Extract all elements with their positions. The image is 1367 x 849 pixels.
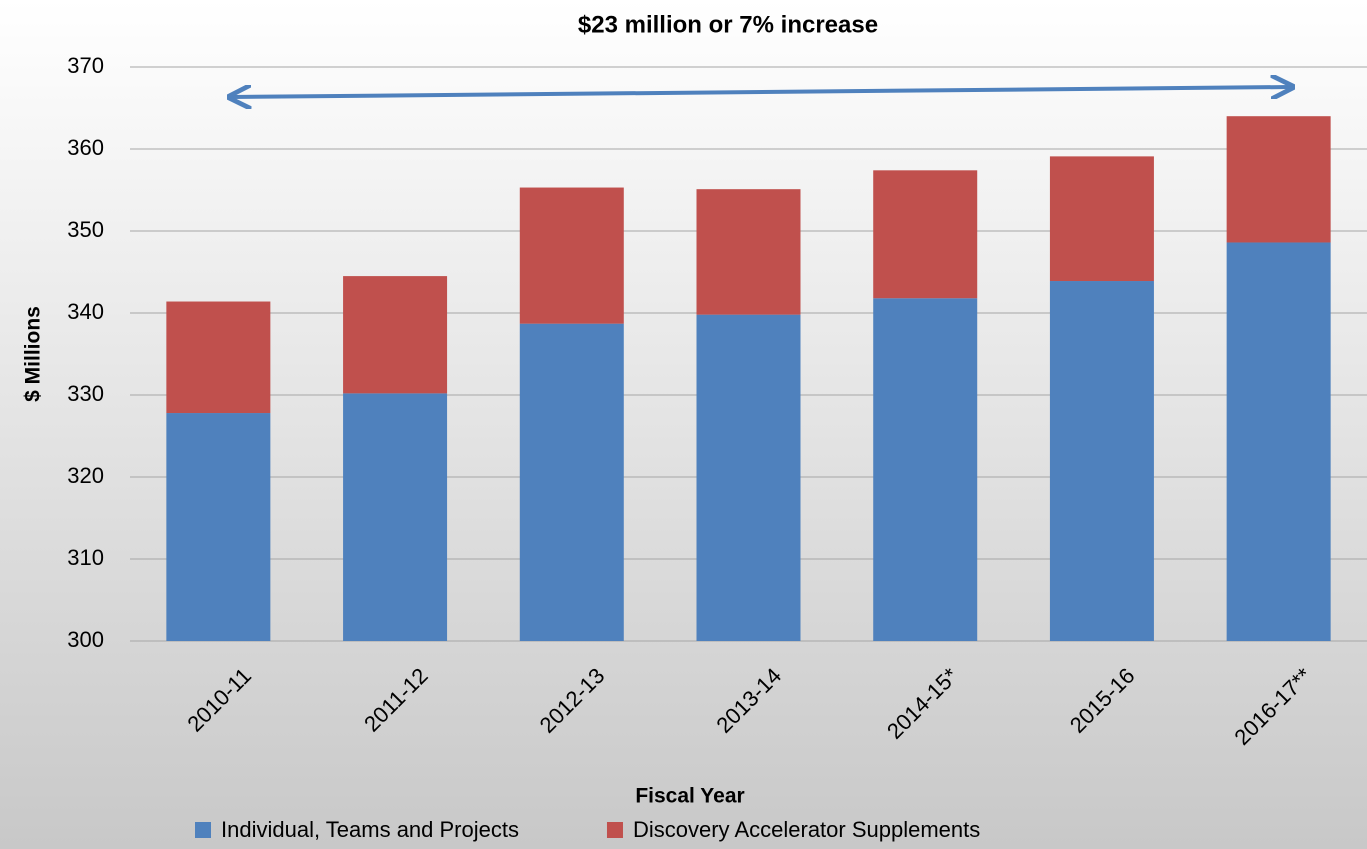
bar-segment (1226, 116, 1331, 243)
y-tick-label: 300 (67, 627, 104, 652)
chart-title: $23 million or 7% increase (578, 11, 878, 38)
y-tick-label: 340 (67, 299, 104, 324)
bar-segment (519, 187, 624, 324)
bar-segment (696, 314, 801, 641)
bar-segment (166, 301, 271, 414)
x-axis-label: Fiscal Year (635, 785, 744, 808)
arrow (232, 87, 1290, 97)
y-tick-label: 310 (67, 545, 104, 570)
y-tick-label: 330 (67, 381, 104, 406)
y-tick-label: 370 (67, 53, 104, 78)
y-tick-label: 360 (67, 135, 104, 160)
bar-segment (343, 393, 448, 641)
y-tick-label: 320 (67, 463, 104, 488)
bar-segment (1226, 242, 1331, 642)
y-axis-label: $ Millions (22, 306, 45, 402)
bar-segment (1049, 281, 1154, 641)
legend-label: Discovery Accelerator Supplements (633, 817, 980, 842)
bar-segment (519, 323, 624, 641)
legend-swatch (606, 822, 623, 838)
bar-segment (166, 413, 271, 641)
bar-segment (343, 276, 448, 394)
bar-segment (873, 298, 978, 641)
bar-segment (696, 189, 801, 315)
legend-label: Individual, Teams and Projects (221, 817, 519, 842)
bar-segment (873, 170, 978, 299)
y-tick-label: 350 (67, 217, 104, 242)
bar-segment (1049, 156, 1154, 282)
legend-swatch (195, 822, 211, 838)
